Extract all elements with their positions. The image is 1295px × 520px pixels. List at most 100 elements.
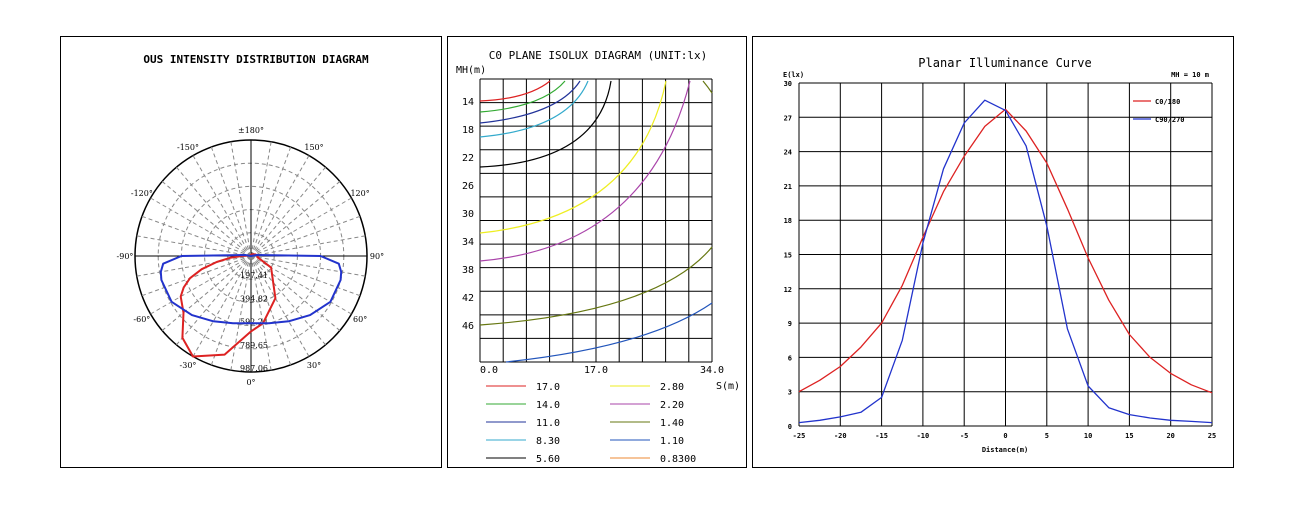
polar-spoke xyxy=(250,197,352,257)
polar-spoke xyxy=(136,255,252,277)
isolux-contour xyxy=(479,80,667,234)
illuminance-series-red xyxy=(798,108,1213,394)
polar-angle-label: -60° xyxy=(133,315,150,324)
polar-angle-label: 0° xyxy=(246,378,255,387)
polar-spoke xyxy=(250,146,292,257)
polar-angle-label: 30° xyxy=(307,361,321,370)
isolux-contour xyxy=(479,80,551,102)
polar-spoke xyxy=(150,255,252,315)
isolux-legend-label: 1.10 xyxy=(660,436,684,447)
isolux-contour xyxy=(479,80,566,113)
polar-title: OUS INTENSITY DISTRIBUTION DIAGRAM xyxy=(143,53,369,66)
isolux-contour xyxy=(479,80,612,168)
polar-spoke xyxy=(250,255,361,297)
polar-spoke xyxy=(141,255,252,297)
polar-spoke xyxy=(250,235,366,257)
polar-angle-label: ±180° xyxy=(238,126,264,135)
polar-angle-label: -30° xyxy=(180,361,197,370)
illuminance-x-tick: -5 xyxy=(960,432,968,440)
illuminance-y-tick: 6 xyxy=(788,354,792,362)
polar-spoke xyxy=(250,155,310,257)
polar-angle-label: -120° xyxy=(131,189,153,198)
isolux-contour xyxy=(479,80,589,138)
polar-radial-label: 197.41 xyxy=(240,271,268,280)
isolux-legend-label: 5.60 xyxy=(536,454,560,465)
polar-spoke xyxy=(250,255,292,366)
illuminance-y-tick: 24 xyxy=(784,149,792,157)
isolux-legend-label: 11.0 xyxy=(536,418,560,429)
polar-spoke xyxy=(161,255,252,331)
illuminance-series-blue xyxy=(798,99,1213,424)
polar-angle-label: 90° xyxy=(370,252,384,261)
isolux-y-tick: 14 xyxy=(462,97,474,108)
polar-spoke xyxy=(250,141,272,257)
polar-intensity-panel: OUS INTENSITY DISTRIBUTION DIAGRAM 0° -30… xyxy=(60,36,442,468)
isolux-chart: C0 PLANE ISOLUX DIAGRAM (UNIT:lx) MH(m) … xyxy=(456,49,740,465)
polar-radial-label: 394.82 xyxy=(240,294,268,303)
isolux-contour xyxy=(479,80,691,262)
polar-spoke xyxy=(192,155,252,257)
isolux-x-tick: 17.0 xyxy=(584,365,608,376)
polar-spoke xyxy=(250,255,366,277)
illuminance-y-tick: 0 xyxy=(788,423,792,431)
polar-spoke xyxy=(230,255,252,371)
polar-spoke xyxy=(150,197,252,257)
illuminance-y-tick: 9 xyxy=(788,320,792,328)
polar-spoke xyxy=(136,235,252,257)
illuminance-x-tick: 5 xyxy=(1045,432,1049,440)
polar-spoke xyxy=(250,255,272,371)
illuminance-y-label: E(lx) xyxy=(783,71,804,79)
polar-spoke xyxy=(192,255,252,357)
illuminance-legend-label: C0/180 xyxy=(1155,98,1180,106)
isolux-y-tick: 46 xyxy=(462,321,474,332)
polar-spoke xyxy=(250,255,326,346)
isolux-y-tick: 26 xyxy=(462,181,474,192)
illuminance-x-tick: 0 xyxy=(1003,432,1007,440)
isolux-x-label: S(m) xyxy=(716,381,740,392)
isolux-y-tick: 22 xyxy=(462,153,474,164)
illuminance-x-tick: -10 xyxy=(917,432,930,440)
illuminance-x-tick: 15 xyxy=(1125,432,1133,440)
isolux-legend-label: 0.8300 xyxy=(660,454,696,465)
isolux-legend-label: 2.80 xyxy=(660,382,684,393)
polar-series-blue xyxy=(159,254,343,325)
polar-radial-label: 592.24 xyxy=(240,318,268,327)
polar-spoke xyxy=(210,146,252,257)
isolux-contour xyxy=(479,80,581,124)
isolux-contour xyxy=(702,80,713,94)
isolux-legend-label: 2.20 xyxy=(660,400,684,411)
polar-chart: OUS INTENSITY DISTRIBUTION DIAGRAM 0° -30… xyxy=(117,53,385,387)
isolux-contour xyxy=(479,246,713,326)
illuminance-x-label: Distance(m) xyxy=(982,446,1028,454)
illuminance-y-tick: 21 xyxy=(784,183,792,191)
polar-spoke xyxy=(161,181,252,257)
illuminance-title: Planar Illuminance Curve xyxy=(918,56,1091,70)
isolux-y-tick: 38 xyxy=(462,265,474,276)
illuminance-y-tick: 18 xyxy=(784,217,792,225)
polar-spoke xyxy=(250,181,341,257)
polar-spoke xyxy=(176,166,252,257)
illuminance-y-tick: 15 xyxy=(784,252,792,260)
polar-spoke xyxy=(250,166,326,257)
illuminance-x-tick: 20 xyxy=(1166,432,1174,440)
illuminance-y-tick: 3 xyxy=(788,389,792,397)
illuminance-panel: Planar Illuminance Curve E(lx) MH = 10 m… xyxy=(752,36,1234,468)
illuminance-y-tick: 30 xyxy=(784,80,792,88)
illuminance-chart: Planar Illuminance Curve E(lx) MH = 10 m… xyxy=(783,56,1216,454)
polar-angle-label: 150° xyxy=(304,143,323,152)
isolux-legend-label: 14.0 xyxy=(536,400,560,411)
illuminance-y-tick: 12 xyxy=(784,286,792,294)
isolux-x-tick: 34.0 xyxy=(700,365,724,376)
illuminance-y-tick: 27 xyxy=(784,114,792,122)
isolux-legend-label: 8.30 xyxy=(536,436,560,447)
polar-spoke xyxy=(230,141,252,257)
polar-spoke xyxy=(141,215,252,257)
polar-spoke xyxy=(250,255,341,331)
illuminance-x-tick: -25 xyxy=(793,432,806,440)
polar-spoke xyxy=(250,215,361,257)
polar-spoke xyxy=(250,255,352,315)
isolux-legend-label: 1.40 xyxy=(660,418,684,429)
polar-radial-label: 789.65 xyxy=(240,341,268,350)
isolux-y-tick: 42 xyxy=(462,293,474,304)
polar-angle-label: 60° xyxy=(353,315,367,324)
